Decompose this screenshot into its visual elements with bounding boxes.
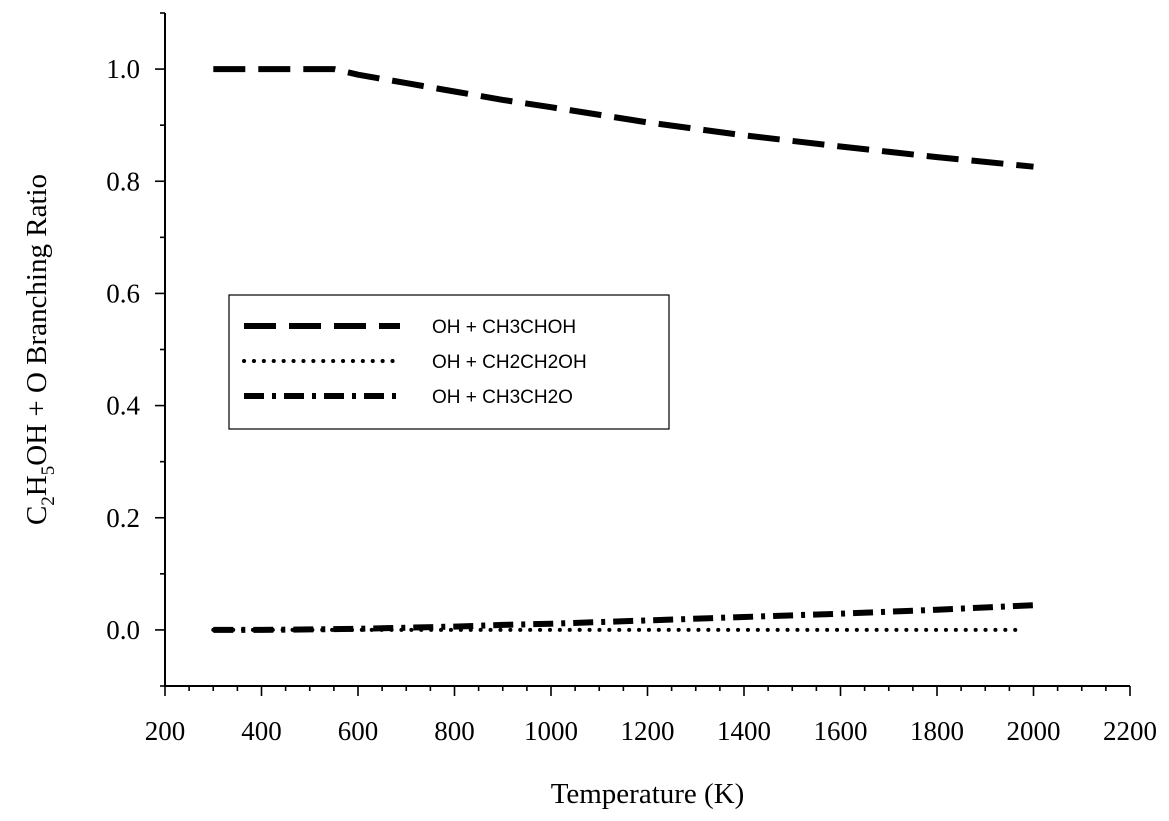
- series-line: [213, 66, 1034, 170]
- x-tick-label: 1000: [524, 716, 578, 746]
- x-tick-label: 1600: [814, 716, 868, 746]
- y-axis-ticks: 0.0 0.2 0.4 0.6 0.8 1.0: [106, 12, 165, 687]
- y-tick-label: 0.0: [106, 615, 140, 645]
- series-group: [211, 66, 1034, 633]
- legend: OH + CH3CHOH OH + CH2CH2OH OH + CH3CH2O: [228, 294, 670, 430]
- x-tick-label: 200: [145, 716, 186, 746]
- x-tick-label: 400: [241, 716, 282, 746]
- legend-label: OH + CH3CHOH: [432, 317, 576, 338]
- x-tick-label: 2200: [1103, 716, 1157, 746]
- series-line: [213, 602, 1034, 633]
- y-axis-title: C2H5OH + O Branching Ratio: [21, 174, 59, 525]
- y-title-h-subscript: 5: [38, 466, 59, 476]
- x-axis-ticks: 200 400 600 800 1000 1200 1400 1600 1800 2000 2200: [145, 686, 1157, 746]
- x-tick-label: 2000: [1007, 716, 1061, 746]
- y-title-rest: OH + O Branching Ratio: [21, 174, 53, 466]
- x-axis-title: Temperature (K): [551, 778, 745, 810]
- y-tick-label: 1.0: [106, 54, 140, 84]
- x-tick-label: 1800: [910, 716, 964, 746]
- y-title-h: H: [21, 475, 53, 496]
- x-tick-label: 1400: [717, 716, 771, 746]
- y-tick-label: 0.8: [106, 166, 140, 196]
- y-tick-label: 0.4: [106, 391, 140, 421]
- y-title-c: C: [21, 506, 53, 525]
- y-tick-label: 0.2: [106, 503, 140, 533]
- y-tick-label: 0.6: [106, 278, 140, 308]
- x-tick-label: 600: [338, 716, 379, 746]
- x-tick-label: 1200: [621, 716, 675, 746]
- legend-label: OH + CH2CH2OH: [432, 352, 587, 373]
- legend-label: OH + CH3CH2O: [432, 387, 573, 408]
- x-tick-label: 800: [434, 716, 475, 746]
- y-title-c-subscript: 2: [38, 496, 59, 506]
